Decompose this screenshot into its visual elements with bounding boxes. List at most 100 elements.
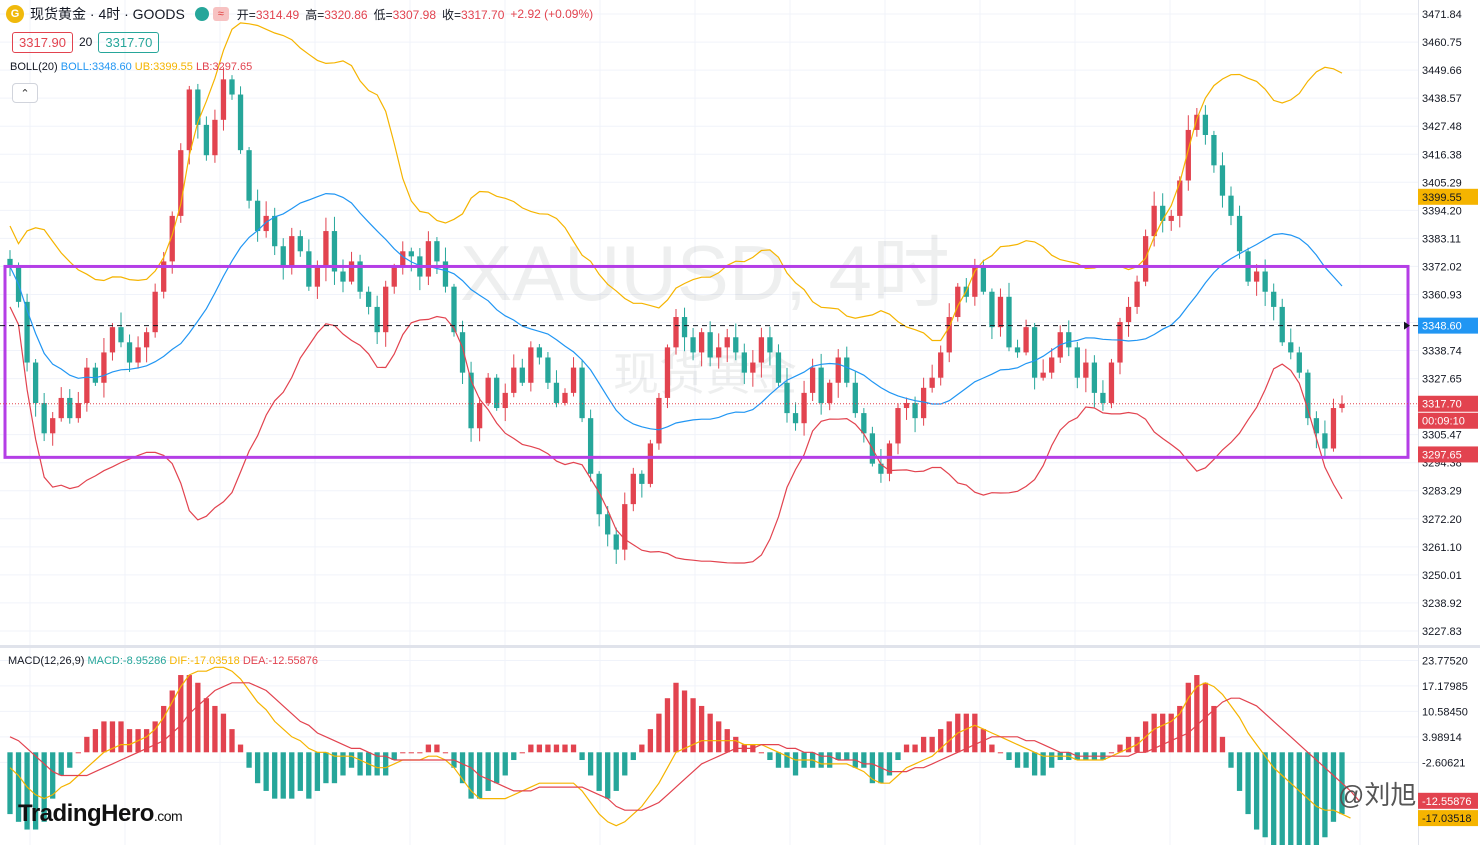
price-change: +2.92 (+0.09%): [510, 7, 594, 21]
macd-histogram-bar: [220, 713, 227, 753]
price-tick-label: 3227.83: [1422, 626, 1462, 638]
macd-histogram-bar: [972, 713, 978, 753]
candle-body: [485, 377, 491, 403]
macd-histogram-bar: [827, 752, 833, 768]
price-tick-label: 3394.20: [1422, 205, 1462, 217]
macd-histogram-bar: [246, 752, 252, 768]
macd-histogram-bar: [758, 752, 765, 754]
candle: [1279, 298, 1285, 346]
candle-body: [741, 352, 747, 373]
candle: [511, 354, 517, 398]
macd-legend[interactable]: MACD(12,26,9) MACD:-8.95286 DIF:-17.0351…: [8, 655, 318, 667]
candle-body: [698, 332, 705, 353]
candle-body: [24, 301, 30, 363]
macd-histogram-bar: [570, 744, 577, 753]
macd-histogram-bar: [707, 713, 713, 753]
candle-body: [468, 372, 474, 429]
candle-body: [801, 392, 807, 424]
macd-histogram-bar: [613, 752, 619, 791]
macd-histogram-bar: [58, 752, 64, 776]
buy-price-button[interactable]: 3317.70: [98, 31, 160, 53]
macd-histogram-bar: [1228, 752, 1234, 768]
macd-histogram-bar: [331, 752, 338, 784]
macd-histogram-bar: [118, 721, 124, 753]
symbol-header[interactable]: G 现货黄金 · 4时 · GOODS ≈ 开=3314.49 高=3320.8…: [6, 4, 593, 24]
candle: [459, 320, 466, 384]
candle: [878, 449, 884, 483]
candle: [323, 217, 329, 282]
candle-body: [272, 215, 278, 247]
boll-ub-value: UB:3399.55: [134, 61, 193, 73]
candle: [126, 334, 133, 373]
macd-histogram-bar: [485, 752, 491, 791]
candle: [562, 388, 568, 406]
macd-histogram-bar: [622, 752, 628, 776]
candle-body: [912, 402, 918, 419]
candle-body: [1202, 114, 1209, 135]
candle: [348, 251, 355, 285]
candle: [75, 391, 81, 423]
candle-body: [32, 362, 39, 403]
macd-histogram-bar: [50, 752, 56, 799]
candle-body: [758, 337, 765, 363]
candle-body: [331, 231, 338, 272]
macd-histogram-bar: [1014, 752, 1021, 768]
candle-body: [767, 337, 773, 353]
candle: [716, 333, 722, 369]
candle: [365, 286, 372, 315]
macd-histogram-bar: [434, 744, 440, 753]
macd-histogram-bar: [161, 705, 167, 753]
candle-body: [494, 377, 500, 409]
level-arrow-icon: [1404, 321, 1410, 330]
candle-body: [827, 382, 833, 403]
candle: [852, 371, 858, 418]
candle: [391, 263, 397, 294]
symbol-line[interactable]: 现货黄金 · 4时 · GOODS: [30, 6, 185, 22]
boll-lb-value: LB:3297.65: [195, 61, 253, 73]
candle: [203, 116, 210, 161]
macd-histogram-bar: [562, 744, 568, 753]
candle-body: [536, 347, 543, 358]
price-tick-label: 3383.11: [1422, 233, 1461, 245]
market-status-icon[interactable]: [194, 7, 209, 21]
macd-histogram-bar: [639, 744, 645, 753]
candle-body: [314, 266, 321, 287]
macd-histogram-bar: [596, 752, 602, 791]
candle: [775, 344, 782, 387]
candle-body: [690, 337, 696, 353]
sell-price-button[interactable]: 3317.90: [12, 31, 73, 53]
price-axis-marker: 3297.65: [1418, 446, 1478, 463]
candle: [161, 251, 167, 299]
candle-body: [1236, 215, 1243, 252]
macd-histogram-bar: [664, 698, 671, 753]
candle: [1185, 115, 1191, 191]
candle-body: [1211, 134, 1217, 166]
countdown-label: 00:09:10: [1422, 416, 1465, 428]
candle-body: [519, 367, 525, 383]
candle: [32, 359, 39, 417]
candle: [809, 358, 816, 402]
macd-histogram-bar: [1108, 752, 1115, 754]
boll-legend[interactable]: BOLL(20) BOLL:3348.60 UB:3399.55 LB:3297…: [10, 61, 252, 73]
macd-histogram-bar: [297, 752, 303, 791]
candle-body: [1151, 205, 1157, 237]
candle: [767, 326, 773, 366]
macd-histogram-bar: [1288, 752, 1294, 845]
macd-histogram-bar: [195, 682, 201, 753]
candle: [400, 241, 406, 275]
wave-icon[interactable]: ≈: [212, 7, 229, 21]
macd-histogram-bar: [289, 752, 295, 799]
candle-body: [237, 94, 244, 151]
candle-body: [408, 251, 414, 257]
collapse-button[interactable]: ⌃: [12, 83, 38, 103]
macd-axis-marker: -12.55876: [1418, 792, 1478, 809]
candle: [109, 323, 116, 361]
candle: [690, 328, 696, 361]
candle: [272, 207, 278, 256]
candle-body: [1014, 347, 1021, 353]
price-tick-label: 3449.66: [1422, 65, 1462, 77]
candle: [280, 238, 286, 280]
candle-body: [639, 473, 645, 484]
